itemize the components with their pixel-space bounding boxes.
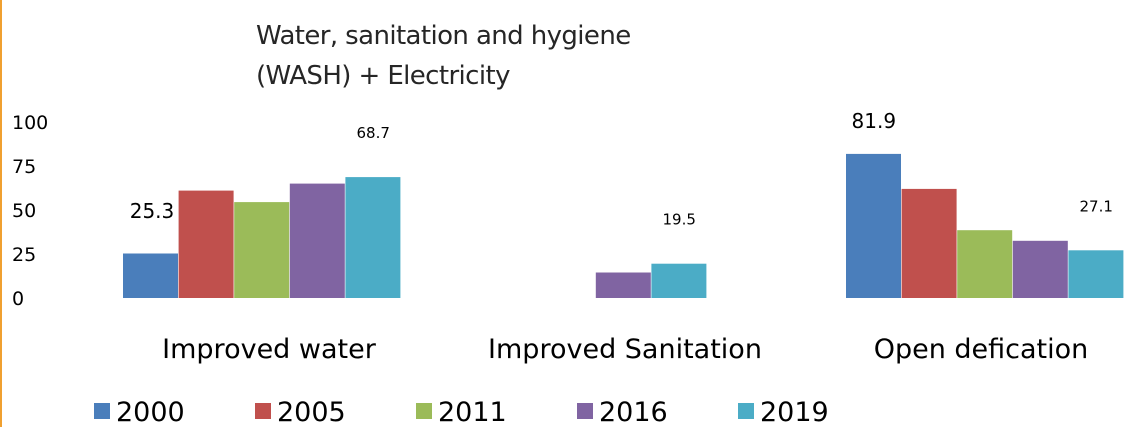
page-edge-accent (0, 0, 2, 427)
category-label: Improved Sanitation (488, 334, 762, 365)
legend-swatch-2005 (255, 403, 271, 419)
chart-title: Water, sanitation and hygiene (WASH) + E… (256, 21, 631, 91)
legend-swatch-2000 (94, 403, 110, 419)
bar-2005-improved-water (178, 190, 234, 298)
bar-2019-improved-water (345, 177, 401, 298)
category-label: Improved water (162, 334, 377, 365)
bar-2019-improved-sanitation (651, 263, 707, 298)
bar-2019-open-defication (1068, 250, 1124, 298)
bar-2016-open-defication (1012, 240, 1068, 298)
data-label: 25.3 (130, 199, 175, 223)
legend-label-2011: 2011 (438, 397, 507, 427)
legend-swatch-2019 (738, 403, 754, 419)
legend-swatch-2016 (577, 403, 593, 419)
chart-title-line-1: Water, sanitation and hygiene (256, 21, 631, 51)
y-axis: 0 25 50 75 100 (12, 112, 48, 310)
bar-2000-open-defication (846, 153, 901, 298)
legend-label-2000: 2000 (116, 397, 185, 427)
legend-label-2005: 2005 (277, 397, 346, 427)
bar-2016-improved-sanitation (595, 272, 651, 298)
y-tick-label: 0 (12, 288, 24, 310)
bar-2011-open-defication (957, 230, 1013, 298)
legend-label-2016: 2016 (599, 397, 668, 427)
y-tick-label: 75 (12, 156, 36, 178)
legend-label-2019: 2019 (760, 397, 829, 427)
legend: 2000 2005 2011 2016 2019 (94, 397, 829, 427)
data-label: 27.1 (1079, 197, 1112, 215)
bars (123, 153, 1124, 298)
bar-2011-improved-water (234, 202, 290, 298)
y-tick-label: 25 (12, 244, 36, 266)
data-label: 81.9 (852, 109, 897, 133)
data-label: 19.5 (662, 211, 695, 229)
category-label: Open defication (874, 334, 1089, 365)
data-label: 68.7 (356, 124, 389, 142)
bar-2000-improved-water (123, 253, 178, 298)
y-tick-label: 100 (12, 112, 48, 134)
y-tick-label: 50 (12, 200, 36, 222)
data-labels: 25.3 68.7 19.5 81.9 27.1 (130, 109, 1113, 229)
bar-2016-improved-water (289, 183, 345, 298)
legend-swatch-2011 (416, 403, 432, 419)
chart-title-line-2: (WASH) + Electricity (256, 61, 510, 91)
category-axis: Improved water Improved Sanitation Open de… (162, 334, 1088, 365)
bar-2005-open-defication (901, 188, 957, 298)
